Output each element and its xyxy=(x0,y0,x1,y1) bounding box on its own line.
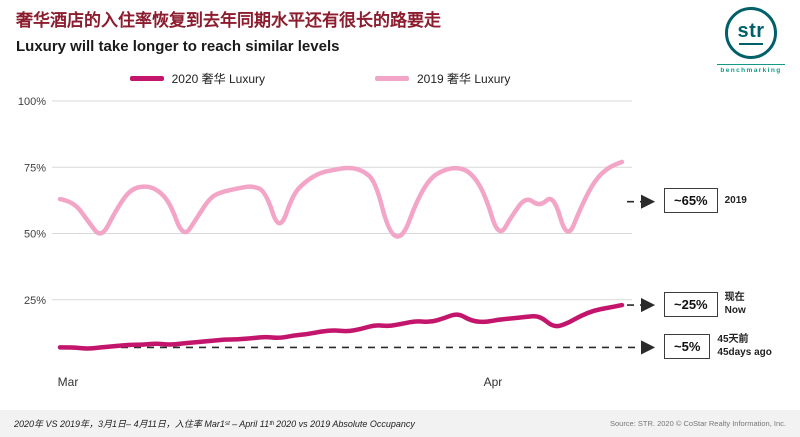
y-tick-label: 50% xyxy=(24,229,46,241)
str-logo-circle: str xyxy=(725,7,777,59)
legend-label-2019: 2019 奢华 Luxury xyxy=(417,72,511,86)
x-tick-label: Mar xyxy=(58,375,79,389)
series-line-2020 xyxy=(57,302,625,351)
annotation-label-now-en: Now xyxy=(724,305,746,317)
footer: 2020年 VS 2019年，3月1日– 4月11日，入住率 Mar1ˢᵗ – … xyxy=(0,410,800,437)
legend-label-2020: 2020 奢华 Luxury xyxy=(171,72,265,86)
page-title-zh: 奢华酒店的入住率恢复到去年同期水平还有很长的路要走 xyxy=(16,11,441,30)
annotation-label-now-zh: 现在 xyxy=(724,292,745,304)
annotation-45days-level: ~5% 45天前 45days ago xyxy=(664,333,772,359)
x-tick-label: Apr xyxy=(484,375,503,389)
page-title-en: Luxury will take longer to reach similar… xyxy=(16,38,340,55)
legend-swatch-2020-icon xyxy=(129,76,164,81)
str-logo: str benchmarking xyxy=(715,7,787,74)
str-logo-benchmarking: benchmarking xyxy=(717,64,785,74)
occupancy-line-chart: 100% 75% 50% 25% Mar Apr xyxy=(18,96,656,389)
y-tick-label: 75% xyxy=(24,162,46,174)
annotation-label-45days-en: 45days ago xyxy=(717,347,772,359)
annotation-now-level: ~25% 现在 Now xyxy=(664,291,746,317)
footer-note: 2020年 VS 2019年，3月1日– 4月11日，入住率 Mar1ˢᵗ – … xyxy=(14,419,415,429)
chart-legend: 2020 奢华 Luxury 2019 奢华 Luxury xyxy=(0,70,640,87)
annotation-label-now: 现在 Now xyxy=(725,291,746,317)
annotation-box-25: ~25% xyxy=(664,291,718,317)
str-logo-text: str xyxy=(737,19,765,42)
y-tick-label: 100% xyxy=(18,96,46,108)
annotation-label-2019: 2019 xyxy=(724,194,747,206)
chart-area: 100% 75% 50% 25% Mar Apr ~65% 2019 ~25% 现在 No… xyxy=(0,89,800,394)
footer-source: Source: STR. 2020 © CoStar Realty Inform… xyxy=(609,419,786,428)
legend-swatch-2019-icon xyxy=(375,76,409,81)
str-logo-bar xyxy=(739,42,763,46)
header: 奢华酒店的入住率恢复到去年同期水平还有很长的路要走 Luxury will ta… xyxy=(0,0,800,56)
annotation-box-65: ~65% xyxy=(664,187,718,213)
legend-item-2020: 2020 奢华 Luxury xyxy=(129,70,265,87)
annotation-2019-level: ~65% 2019 xyxy=(664,187,747,213)
annotation-label-45days-zh: 45天前 xyxy=(717,334,749,346)
legend-item-2019: 2019 奢华 Luxury xyxy=(375,70,510,87)
annotation-label-45days: 45天前 45days ago xyxy=(717,333,771,359)
y-tick-label: 25% xyxy=(24,295,46,307)
annotation-box-5: ~5% xyxy=(664,333,711,359)
series-line-2019 xyxy=(57,159,625,239)
